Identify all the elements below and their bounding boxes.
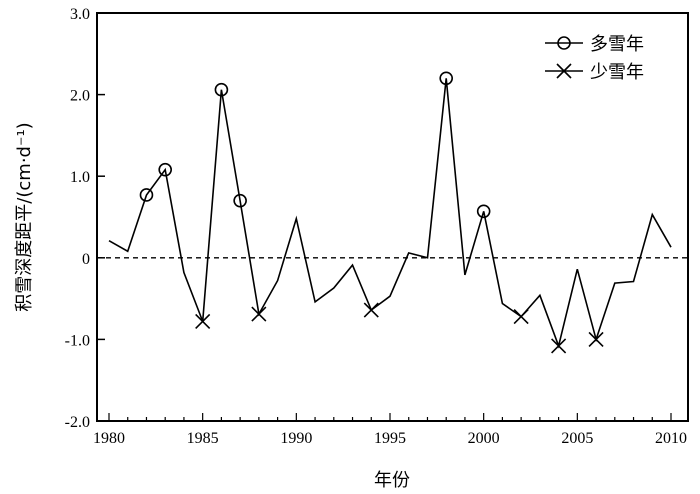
light-snow-year-marker	[251, 306, 267, 322]
x-tick-label: 2010	[655, 430, 687, 447]
heavy-snow-year-marker	[439, 71, 454, 86]
x-tick-label: 1980	[93, 430, 125, 447]
x-tick-label: 1985	[187, 430, 219, 447]
y-tick-label: 1.0	[70, 169, 90, 186]
light-snow-year-marker	[588, 331, 604, 347]
y-tick-label: -1.0	[65, 332, 90, 349]
light-snow-year-marker	[363, 302, 379, 318]
heavy-snow-year-marker	[214, 82, 229, 97]
legend-x-icon	[556, 63, 572, 79]
y-tick-label: -2.0	[65, 414, 90, 431]
y-tick-label: 3.0	[70, 6, 90, 23]
x-tick-label: 1995	[374, 430, 406, 447]
x-tick-label: 2000	[468, 430, 500, 447]
light-snow-year-marker	[513, 308, 529, 325]
x-tick-label: 2005	[561, 430, 593, 447]
y-tick-label: 2.0	[70, 88, 90, 105]
heavy-snow-year-marker	[476, 204, 491, 219]
light-snow-year-marker	[195, 313, 211, 330]
y-tick-label: 0	[82, 251, 90, 268]
x-tick-label: 1990	[280, 430, 312, 447]
legend-label: 多雪年	[590, 34, 644, 55]
plot-frame	[96, 12, 689, 422]
anomaly-series-line	[108, 78, 672, 349]
y-axis-label: 积雪深度距平/(cm·d⁻¹)	[14, 122, 35, 311]
heavy-snow-year-marker	[233, 193, 247, 208]
legend-circle-icon	[557, 36, 571, 50]
light-snow-year-marker	[551, 338, 567, 354]
heavy-snow-year-marker	[139, 188, 154, 202]
x-axis-label: 年份	[374, 470, 410, 491]
heavy-snow-year-marker	[158, 162, 172, 177]
legend-label: 少雪年	[590, 62, 644, 83]
